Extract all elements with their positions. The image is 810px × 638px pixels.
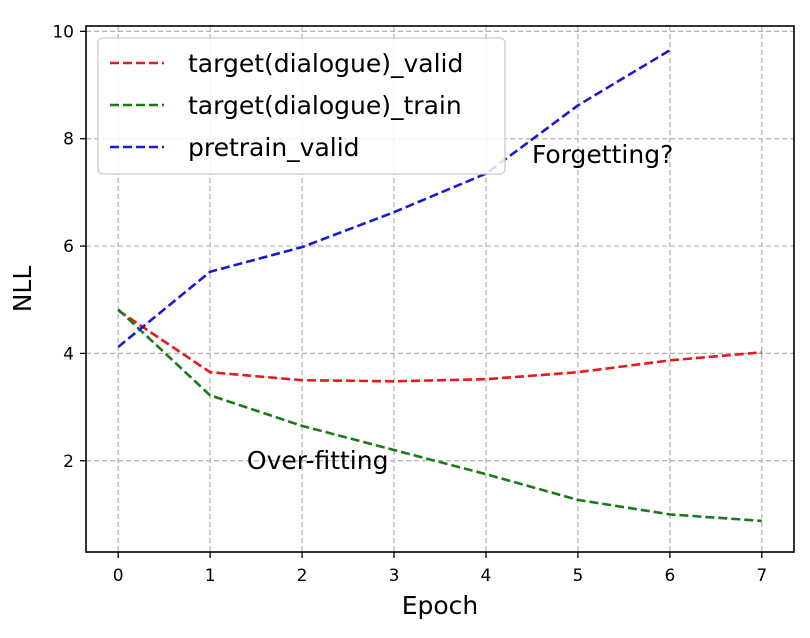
x-tick-label: 3 bbox=[389, 566, 400, 586]
x-tick-label: 0 bbox=[113, 566, 124, 586]
x-tick-label: 4 bbox=[481, 566, 492, 586]
legend-label-1: target(dialogue)_train bbox=[188, 91, 462, 120]
legend: target(dialogue)_valid target(dialogue)_t… bbox=[97, 37, 506, 175]
y-tick-label: 2 bbox=[63, 452, 74, 472]
annotations: Forgetting? Over-fitting bbox=[247, 140, 673, 475]
y-tick-label: 8 bbox=[63, 130, 74, 150]
annotation-0: Forgetting? bbox=[532, 140, 673, 169]
y-tick-label: 10 bbox=[52, 22, 74, 42]
y-axis-label: NLL bbox=[8, 266, 37, 313]
y-tick-label: 4 bbox=[63, 344, 74, 364]
x-tick-label: 2 bbox=[297, 566, 308, 586]
x-tick-label: 7 bbox=[756, 566, 767, 586]
axis-ticks: 0 1 2 3 4 5 6 7 2 4 6 8 10 bbox=[52, 22, 767, 586]
y-tick-label: 6 bbox=[63, 237, 74, 257]
legend-label-0: target(dialogue)_valid bbox=[188, 49, 463, 78]
x-tick-label: 1 bbox=[205, 566, 216, 586]
plot-frame bbox=[85, 25, 795, 553]
x-tick-label: 5 bbox=[573, 566, 584, 586]
x-axis-label: Epoch bbox=[402, 591, 479, 620]
legend-box bbox=[97, 37, 506, 175]
x-tick-label: 6 bbox=[664, 566, 675, 586]
series-lines bbox=[117, 49, 762, 523]
series-line-1 bbox=[117, 308, 762, 523]
series-line-0 bbox=[117, 309, 762, 383]
legend-label-2: pretrain_valid bbox=[188, 133, 360, 162]
annotation-1: Over-fitting bbox=[247, 446, 389, 475]
series-line-2 bbox=[117, 49, 671, 349]
